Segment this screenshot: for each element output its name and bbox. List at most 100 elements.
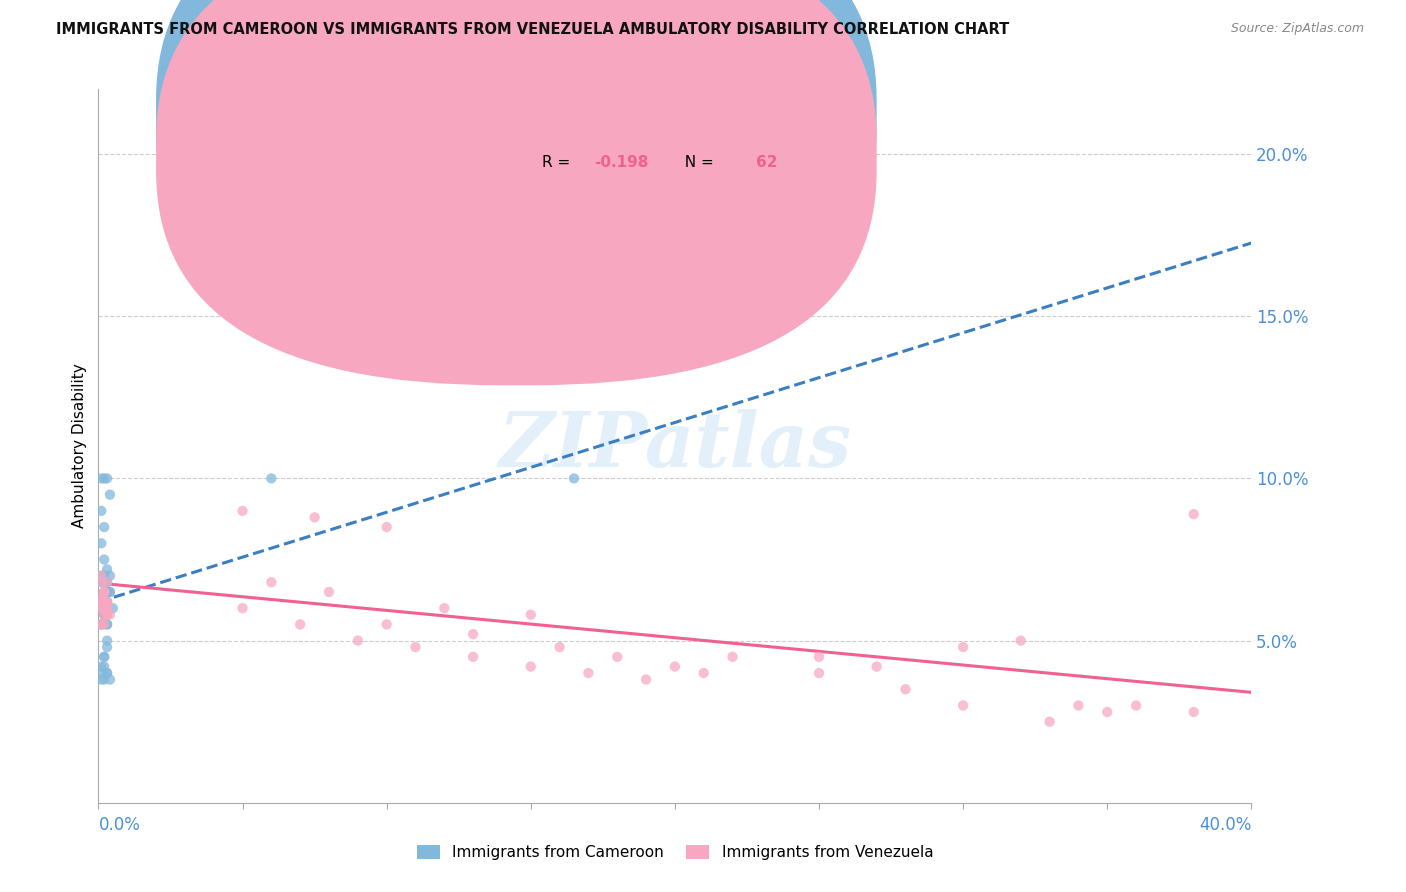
Point xyxy=(93,595,115,609)
Point xyxy=(93,585,115,599)
Y-axis label: Ambulatory Disability: Ambulatory Disability xyxy=(72,364,87,528)
Point xyxy=(90,595,112,609)
Text: R =: R = xyxy=(543,155,575,169)
Point xyxy=(96,595,118,609)
Text: 62: 62 xyxy=(755,155,778,169)
Point xyxy=(90,575,112,590)
Text: ZIPatlas: ZIPatlas xyxy=(498,409,852,483)
Point xyxy=(1010,633,1032,648)
Point xyxy=(96,562,118,576)
FancyBboxPatch shape xyxy=(156,0,877,385)
Text: R =: R = xyxy=(543,119,581,133)
Point xyxy=(93,585,115,599)
Point xyxy=(90,617,112,632)
Point xyxy=(90,666,112,681)
Point xyxy=(461,649,484,664)
Point xyxy=(96,601,118,615)
Point xyxy=(93,595,115,609)
Point xyxy=(1125,698,1147,713)
Point xyxy=(90,471,112,485)
Point xyxy=(304,510,326,524)
Point xyxy=(520,659,543,673)
Text: IMMIGRANTS FROM CAMEROON VS IMMIGRANTS FROM VENEZUELA AMBULATORY DISABILITY CORR: IMMIGRANTS FROM CAMEROON VS IMMIGRANTS F… xyxy=(56,22,1010,37)
Point xyxy=(90,595,112,609)
Point xyxy=(1038,714,1062,729)
Point xyxy=(96,585,118,599)
Point xyxy=(90,601,112,615)
Point xyxy=(93,649,115,664)
Point xyxy=(96,607,118,622)
Point xyxy=(98,488,121,502)
Point xyxy=(96,601,118,615)
Point xyxy=(96,575,118,590)
Point xyxy=(96,666,118,681)
Point xyxy=(93,607,115,622)
Point xyxy=(98,673,121,687)
Point xyxy=(260,471,283,485)
Point xyxy=(93,585,115,599)
Point xyxy=(96,666,118,681)
Point xyxy=(93,617,115,632)
Point xyxy=(93,595,115,609)
Point xyxy=(90,601,112,615)
Point xyxy=(90,601,112,615)
Point xyxy=(93,601,115,615)
Text: -0.198: -0.198 xyxy=(595,155,648,169)
Point xyxy=(98,585,121,599)
Point xyxy=(693,666,716,681)
Point xyxy=(90,659,112,673)
Point xyxy=(96,585,118,599)
Point xyxy=(96,471,118,485)
Point xyxy=(96,617,118,632)
Point xyxy=(93,673,115,687)
Text: 0.0%: 0.0% xyxy=(98,816,141,834)
Text: N =: N = xyxy=(675,119,718,133)
Point xyxy=(93,520,115,534)
Point xyxy=(93,659,115,673)
Point xyxy=(721,649,744,664)
Point xyxy=(1097,705,1119,719)
Point xyxy=(866,659,889,673)
Point xyxy=(90,575,112,590)
Point xyxy=(93,601,115,615)
Point xyxy=(375,617,398,632)
Point xyxy=(90,536,112,550)
Point xyxy=(90,591,112,606)
Point xyxy=(96,595,118,609)
Point xyxy=(90,568,112,582)
Point xyxy=(318,585,340,599)
Point xyxy=(246,238,269,252)
FancyBboxPatch shape xyxy=(156,0,877,345)
Point xyxy=(93,601,115,615)
Point xyxy=(260,575,283,590)
Point xyxy=(90,591,112,606)
Point xyxy=(90,595,112,609)
Point xyxy=(807,666,830,681)
Point xyxy=(231,601,254,615)
Point xyxy=(375,520,398,534)
Point xyxy=(93,649,115,664)
Point xyxy=(93,471,115,485)
Point xyxy=(548,640,571,654)
Point xyxy=(664,659,686,673)
Point xyxy=(231,504,254,518)
Point xyxy=(96,575,118,590)
Point xyxy=(96,595,118,609)
Point xyxy=(93,585,115,599)
Point xyxy=(461,627,484,641)
Point xyxy=(96,640,118,654)
Point xyxy=(90,601,112,615)
Point xyxy=(952,698,974,713)
Point xyxy=(952,640,974,654)
Point xyxy=(90,617,112,632)
Point xyxy=(636,673,658,687)
Point xyxy=(96,575,118,590)
Point xyxy=(90,617,112,632)
Point xyxy=(346,633,368,648)
Point xyxy=(93,585,115,599)
Point xyxy=(405,640,427,654)
Text: 40.0%: 40.0% xyxy=(1199,816,1251,834)
Point xyxy=(93,575,115,590)
Legend: Immigrants from Cameroon, Immigrants from Venezuela: Immigrants from Cameroon, Immigrants fro… xyxy=(411,839,939,866)
Point xyxy=(606,649,628,664)
